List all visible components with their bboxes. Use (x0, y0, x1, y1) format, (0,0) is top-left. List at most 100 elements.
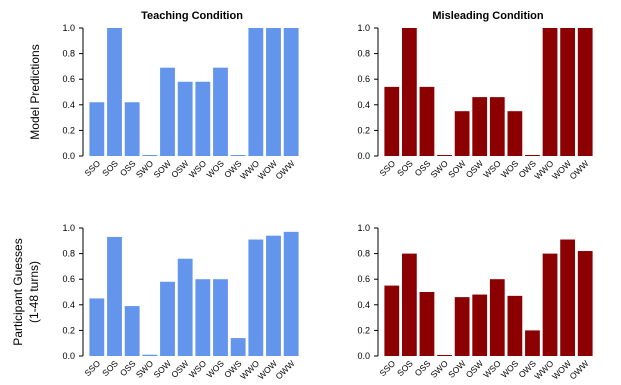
bar (124, 306, 140, 356)
y-tick-label: 0.2 (62, 325, 75, 335)
x-tick-label: SOS (100, 358, 120, 378)
bar (124, 102, 140, 156)
x-tick-label: SSO (82, 158, 102, 178)
x-tick-label: SWO (134, 158, 156, 180)
x-tick-label: SOW (151, 158, 172, 179)
x-tick-label: OSW (464, 158, 485, 179)
bar (560, 239, 576, 356)
y-tick-label: 0.0 (62, 351, 75, 361)
x-tick-label: SSO (377, 158, 397, 178)
bar (472, 97, 488, 156)
bar (401, 28, 417, 156)
bar (213, 67, 228, 156)
bar (489, 279, 505, 356)
bar (419, 86, 435, 156)
x-tick-label: WSO (481, 158, 503, 180)
bar (160, 281, 175, 356)
bar (248, 239, 264, 356)
y-tick-label: 0.6 (62, 274, 75, 284)
bar (401, 253, 417, 356)
x-tick-label: SOS (100, 158, 120, 178)
bar (107, 28, 122, 156)
x-tick-label: OWW (568, 158, 591, 181)
x-tick-label: SWO (429, 358, 451, 380)
x-tick-label: SOS (395, 158, 415, 178)
x-tick-label: WSO (481, 358, 503, 380)
y-tick-label: 1.0 (62, 223, 75, 233)
bar (283, 28, 299, 156)
x-tick-label: OSW (464, 358, 485, 379)
y-tick-label: 0.4 (357, 100, 370, 110)
y-tick-label: 1.0 (357, 23, 370, 33)
bar (577, 28, 593, 156)
bar (419, 292, 435, 356)
y-tick-label: 0.0 (357, 351, 370, 361)
y-tick-label: 0.4 (357, 300, 370, 310)
x-tick-label: OSW (169, 158, 190, 179)
x-tick-label: OSS (118, 158, 138, 178)
x-tick-label: WOS (499, 358, 521, 380)
y-tick-label: 0.6 (62, 74, 75, 84)
bar (230, 338, 246, 356)
bar (384, 285, 400, 356)
bar (195, 81, 211, 156)
x-tick-label: SSO (82, 358, 102, 378)
panel-teaching-predictions: Teaching Condition Model Predictions 0.0… (28, 10, 299, 181)
y-tick-label: 0.0 (357, 151, 370, 161)
x-tick-label: SWO (134, 358, 156, 380)
y-tick-label: 0.6 (357, 74, 370, 84)
bar (195, 279, 211, 356)
x-tick-label: SWO (429, 158, 451, 180)
bar (454, 111, 470, 156)
panel-teaching-guesses: Participant Guesses (1-48 turns) 0.0 0.2 0… (11, 223, 299, 381)
bar (560, 28, 576, 156)
panel-misleading-predictions: Misleading Condition 0.0 0.2 0.4 0.6 0.8 1.0 S… (357, 10, 593, 181)
x-tick-label: WSO (187, 158, 209, 180)
bar (160, 67, 175, 156)
x-tick-label: WOS (499, 158, 521, 180)
y-tick-label: 0.8 (357, 249, 370, 259)
x-tick-label: SOW (151, 358, 172, 379)
x-tick-label: WOS (204, 158, 226, 180)
x-tick-label: OWW (568, 358, 591, 381)
y-tick-label: 0.8 (62, 249, 75, 259)
panel-misleading-guesses: 0.00.20.40.60.81.0SSOSOSOSSSWOSOWOSWWSOW… (357, 223, 593, 381)
x-tick-label: WOW (550, 358, 573, 381)
y-axis-label: Model Predictions (28, 44, 42, 139)
bar (542, 253, 558, 356)
bar (472, 294, 488, 356)
x-tick-label: OWW (273, 158, 296, 181)
y-tick-label: 0.2 (357, 125, 370, 135)
y-tick-label: 0.6 (357, 274, 370, 284)
bar (507, 111, 523, 156)
bar (384, 86, 400, 156)
bar (489, 97, 505, 156)
bar (266, 28, 281, 156)
bar (142, 354, 158, 356)
panel-title: Misleading Condition (432, 10, 543, 22)
x-tick-label: WOS (204, 358, 226, 380)
panel-title: Teaching Condition (141, 10, 243, 22)
bar (89, 102, 105, 156)
bar (177, 258, 193, 356)
y-tick-label: 1.0 (357, 223, 370, 233)
x-tick-label: WSO (187, 358, 209, 380)
y-tick-label: 1.0 (62, 23, 75, 33)
x-tick-label: OSS (118, 358, 138, 378)
y-axis-label: Participant Guesses (11, 238, 25, 345)
bar (107, 236, 122, 356)
x-tick-label: OWW (273, 358, 296, 381)
y-tick-label: 0.2 (357, 325, 370, 335)
y-tick-label: 0.8 (62, 49, 75, 59)
x-tick-label: WOW (550, 158, 573, 181)
x-tick-label: WOW (256, 358, 279, 381)
y-tick-label: 0.8 (357, 49, 370, 59)
y-tick-label: 0.2 (62, 125, 75, 135)
y-tick-label: 0.0 (62, 151, 75, 161)
x-tick-label: SOS (395, 358, 415, 378)
x-tick-label: SOW (446, 158, 467, 179)
bar (283, 231, 299, 356)
bar (542, 28, 558, 156)
bar (248, 28, 264, 156)
